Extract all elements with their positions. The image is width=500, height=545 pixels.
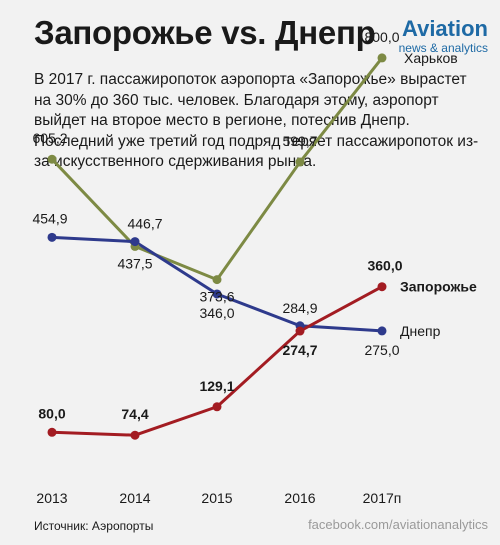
series-line-kharkiv xyxy=(50,56,384,282)
data-label-dnipro-2013: 454,9 xyxy=(32,210,67,226)
brand-tagline: news & analytics xyxy=(398,41,488,55)
data-label-kharkiv-2014: 437,5 xyxy=(117,255,152,271)
data-labels: 605,2 437,5 373,6 599,7 800,0 Харьков 454,9 446… xyxy=(32,29,477,422)
data-point-dnipro-2014 xyxy=(130,237,140,247)
data-label-kharkiv-2016: 599,7 xyxy=(282,133,317,149)
series-name-dnipro: Днепр xyxy=(400,323,441,339)
data-label-zaporizhzhia-2015: 129,1 xyxy=(199,378,234,394)
data-point-dnipro-2013 xyxy=(47,232,57,242)
data-point-zaporizhzhia-2016 xyxy=(295,326,305,336)
series-name-zaporizhzhia: Запорожье xyxy=(400,279,477,295)
brand-name: Aviation xyxy=(402,16,488,41)
data-point-kharkiv-2013 xyxy=(47,154,57,164)
series-points xyxy=(47,53,387,440)
data-point-zaporizhzhia-2015 xyxy=(212,402,222,412)
data-label-dnipro-2017п: 275,0 xyxy=(364,342,399,358)
data-point-kharkiv-2016 xyxy=(295,157,305,167)
data-point-kharkiv-2017п xyxy=(377,53,387,63)
x-tick-2014: 2014 xyxy=(119,490,150,506)
data-point-kharkiv-2015 xyxy=(212,275,222,285)
data-label-kharkiv-2017п: 800,0 xyxy=(364,29,399,45)
data-label-zaporizhzhia-2013: 80,0 xyxy=(38,405,65,421)
x-axis-ticks: 2013 2014 2015 2016 2017п xyxy=(36,490,401,506)
x-tick-2013: 2013 xyxy=(36,490,67,506)
data-point-dnipro-2017п xyxy=(377,326,387,336)
data-label-kharkiv-2015: 373,6 xyxy=(199,289,234,305)
x-tick-2015: 2015 xyxy=(201,490,232,506)
data-point-zaporizhzhia-2017п xyxy=(377,282,387,292)
brand-logo: Aviation news & analytics xyxy=(338,18,488,56)
data-point-dnipro-2015 xyxy=(212,289,222,299)
data-label-dnipro-2015: 346,0 xyxy=(199,305,234,321)
footer-link[interactable]: facebook.com/aviationanalytics xyxy=(308,517,488,532)
lead-paragraph: В 2017 г. пассажиропоток аэропорта «Запо… xyxy=(34,71,479,170)
source-note: Источник: Аэропорты xyxy=(34,519,154,533)
chart-title: Запорожье vs. Днепр xyxy=(34,14,376,51)
x-tick-2017п: 2017п xyxy=(363,490,402,506)
data-point-zaporizhzhia-2013 xyxy=(47,427,57,437)
data-label-dnipro-2016: 284,9 xyxy=(282,300,317,316)
data-label-dnipro-2014: 446,7 xyxy=(127,216,162,232)
data-point-zaporizhzhia-2014 xyxy=(130,430,140,440)
data-label-zaporizhzhia-2017п: 360,0 xyxy=(367,258,402,274)
series-name-kharkiv: Харьков xyxy=(404,50,458,66)
data-label-zaporizhzhia-2016: 274,7 xyxy=(282,342,317,358)
data-label-zaporizhzhia-2014: 74,4 xyxy=(121,406,148,422)
data-label-kharkiv-2013: 605,2 xyxy=(32,130,67,146)
x-tick-2016: 2016 xyxy=(284,490,315,506)
